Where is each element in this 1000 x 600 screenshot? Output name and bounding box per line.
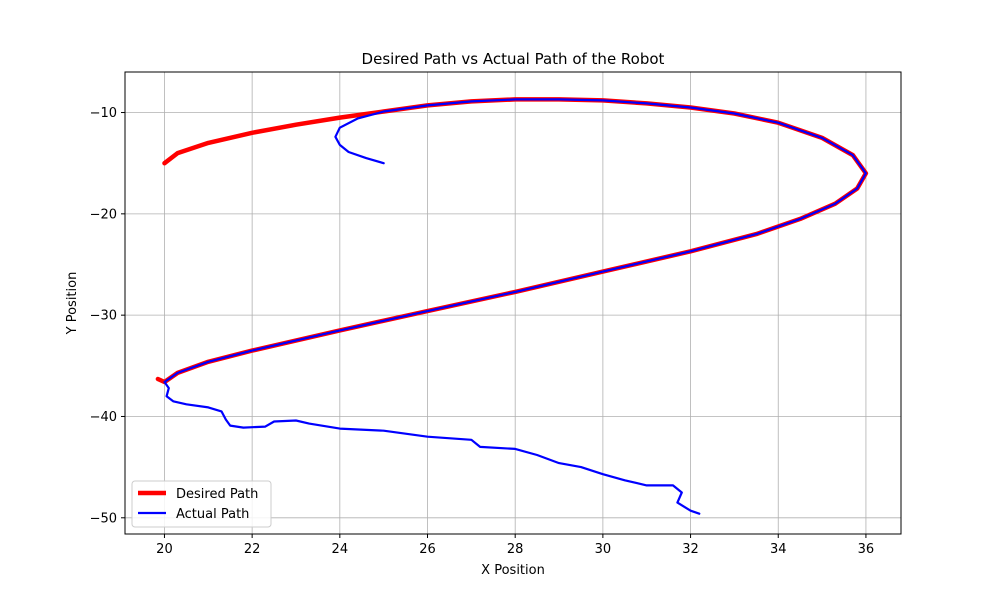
y-tick-label: −30: [90, 309, 117, 324]
y-tick-label: −20: [90, 207, 117, 222]
x-tick-label: 36: [858, 542, 875, 557]
chart-title: Desired Path vs Actual Path of the Robot: [362, 50, 665, 68]
y-tick-label: −50: [90, 511, 117, 526]
legend-label-actual-path: Actual Path: [176, 507, 249, 522]
x-tick-label: 22: [244, 542, 261, 557]
x-tick-label: 30: [595, 542, 612, 557]
legend-label-desired-path: Desired Path: [176, 487, 258, 502]
series-line-actual-path: [163, 98, 867, 515]
legend-box: [131, 480, 272, 528]
x-tick-label: 28: [507, 542, 524, 557]
ticks: 20 22 24 26 28 30 32 34 36 −10 −20 −30 −40 −50: [90, 106, 875, 557]
legend: Desired Path Actual Path: [131, 480, 272, 528]
x-axis-label: X Position: [481, 563, 545, 578]
series-layer: [155, 97, 869, 515]
x-tick-label: 24: [332, 542, 349, 557]
x-tick-label: 32: [682, 542, 699, 557]
y-tick-label: −40: [90, 410, 117, 425]
x-tick-label: 20: [156, 542, 173, 557]
grid: [125, 72, 901, 534]
x-tick-label: 34: [770, 542, 787, 557]
y-tick-label: −10: [90, 106, 117, 121]
plot-frame: [124, 71, 902, 535]
y-axis-label: Y Position: [65, 272, 80, 336]
x-tick-label: 26: [419, 542, 436, 557]
